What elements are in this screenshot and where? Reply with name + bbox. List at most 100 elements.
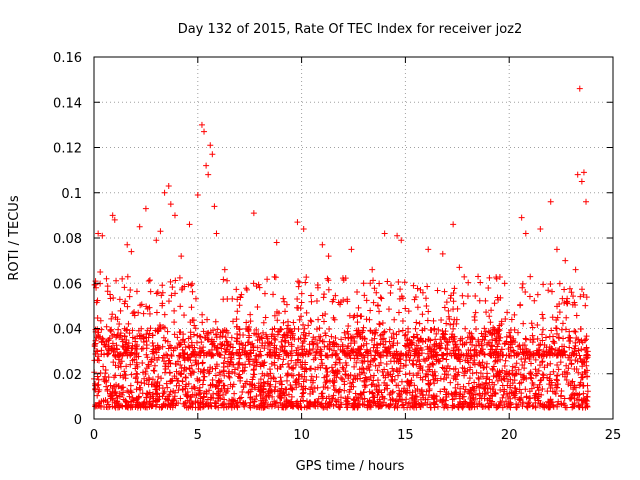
data-point (361, 395, 368, 402)
data-point (285, 329, 292, 336)
data-point (450, 298, 457, 305)
data-point (146, 310, 153, 317)
data-point (558, 401, 565, 408)
data-point (571, 328, 578, 335)
data-point (405, 400, 412, 407)
data-point (131, 308, 138, 315)
data-point (174, 377, 181, 384)
data-point-outlier (97, 268, 104, 275)
data-point (218, 345, 225, 352)
data-point (405, 379, 412, 386)
data-point (310, 346, 317, 353)
data-point (121, 284, 128, 291)
data-point (515, 329, 522, 336)
x-tick-label: 25 (605, 428, 622, 443)
data-point (262, 314, 269, 321)
data-point (127, 382, 134, 389)
data-point-outlier (574, 171, 581, 178)
data-point (494, 343, 501, 350)
data-point (476, 359, 483, 366)
data-point (319, 390, 326, 397)
data-point (561, 395, 568, 402)
data-point (399, 327, 406, 334)
data-point (478, 340, 485, 347)
y-tick-labels: 0 0.02 0.04 0.06 0.08 0.1 0.12 0.14 0.16 (53, 51, 82, 428)
data-point (421, 325, 428, 332)
data-point (324, 369, 331, 376)
data-point (93, 334, 100, 341)
data-point (336, 356, 343, 363)
data-point (418, 346, 425, 353)
data-point (221, 354, 228, 361)
data-point (321, 291, 328, 298)
data-point (540, 315, 547, 322)
data-point (111, 345, 118, 352)
data-point (523, 336, 530, 343)
data-point (447, 321, 454, 328)
data-point (572, 339, 579, 346)
data-point (489, 365, 496, 372)
data-point (502, 370, 509, 377)
data-point (501, 363, 508, 370)
data-point (367, 374, 374, 381)
data-point (384, 382, 391, 389)
data-point (98, 347, 105, 354)
data-point (549, 345, 556, 352)
data-point (254, 337, 261, 344)
data-point (416, 320, 423, 327)
data-point (443, 356, 450, 363)
data-point (522, 335, 529, 342)
data-point (258, 334, 265, 341)
data-point (291, 325, 298, 332)
data-point (205, 329, 212, 336)
data-point (133, 374, 140, 381)
data-point (512, 371, 519, 378)
data-point (280, 356, 287, 363)
data-point (134, 379, 141, 386)
data-point (113, 398, 120, 405)
data-point (535, 391, 542, 398)
data-point (267, 352, 274, 359)
data-point (390, 335, 397, 342)
data-point (233, 323, 240, 330)
data-point (533, 347, 540, 354)
data-point (456, 391, 463, 398)
data-point (454, 381, 461, 388)
data-point (279, 344, 286, 351)
data-point (330, 314, 337, 321)
data-point (501, 386, 508, 393)
data-point (517, 397, 524, 404)
data-point (507, 334, 514, 341)
data-point (406, 380, 413, 387)
data-point (465, 380, 472, 387)
data-point (541, 351, 548, 358)
data-point (260, 386, 267, 393)
data-point (314, 281, 321, 288)
data-point (476, 390, 483, 397)
data-point (583, 362, 590, 369)
data-point (171, 393, 178, 400)
data-point (176, 341, 183, 348)
data-point (481, 395, 488, 402)
data-point (546, 352, 553, 359)
data-point (472, 391, 479, 398)
data-point (451, 285, 458, 292)
data-point (512, 385, 519, 392)
data-point (515, 366, 522, 373)
data-point (426, 345, 433, 352)
data-point (261, 345, 268, 352)
data-point (308, 292, 315, 299)
data-point (497, 398, 504, 405)
data-point (541, 364, 548, 371)
data-point (116, 320, 123, 327)
data-point (161, 324, 168, 331)
data-point (360, 280, 367, 287)
data-point (290, 319, 297, 326)
data-point (520, 372, 527, 379)
data-point (182, 374, 189, 381)
data-point (395, 309, 402, 316)
data-point (207, 399, 214, 406)
data-point (314, 384, 321, 391)
data-point (207, 364, 214, 371)
data-point (559, 320, 566, 327)
